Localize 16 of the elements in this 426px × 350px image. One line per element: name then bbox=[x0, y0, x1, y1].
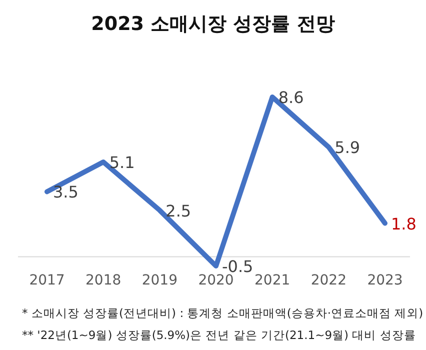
data-label: 3.5 bbox=[53, 182, 78, 202]
x-tick-label: 2018 bbox=[86, 272, 122, 289]
text: * 소매시장 성장률(전년대비) : 통계청 소매판매액(승용차·연료소매점 제외) bbox=[22, 306, 424, 320]
data-label: 8.6 bbox=[278, 88, 304, 107]
x-tick-label: 2021 bbox=[254, 272, 290, 289]
x-tick-label: 2017 bbox=[29, 272, 65, 289]
x-tick-label: 2020 bbox=[198, 272, 234, 289]
data-label: 5.1 bbox=[109, 153, 135, 172]
data-label: 1.8 bbox=[391, 214, 416, 234]
text: ** '22년(1~9월) 성장률(5.9%)은 전년 같은 기간(21.1~9월) 대비 성장률 bbox=[22, 328, 416, 342]
x-tick-label: 2022 bbox=[310, 272, 346, 289]
x-tick-label: 2023 bbox=[367, 272, 403, 289]
x-tick-label: 2019 bbox=[142, 272, 178, 289]
chart-title: 2023 소매시장 성장률 전망 bbox=[91, 13, 335, 35]
data-label: 2.5 bbox=[166, 201, 192, 220]
data-label: 5.9 bbox=[334, 138, 360, 158]
